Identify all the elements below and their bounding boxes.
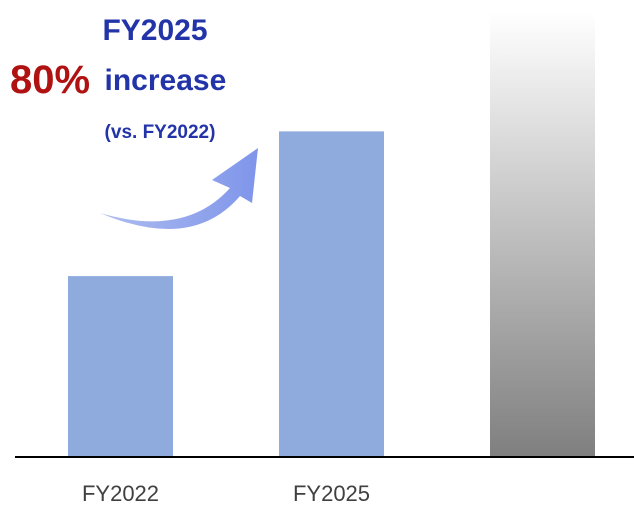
bar (68, 276, 173, 457)
increase-note: 80% increase (10, 58, 226, 102)
arrow (100, 148, 258, 230)
increase: increase (105, 64, 227, 97)
headline: FY2025 (102, 14, 207, 47)
comparison: (vs. FY2022) (105, 122, 216, 143)
bar (279, 131, 384, 457)
x-tick-label: FY2022 (82, 481, 159, 506)
percent: 80% (10, 58, 90, 102)
bar (490, 12, 595, 457)
x-tick-label: FY2025 (293, 481, 370, 506)
